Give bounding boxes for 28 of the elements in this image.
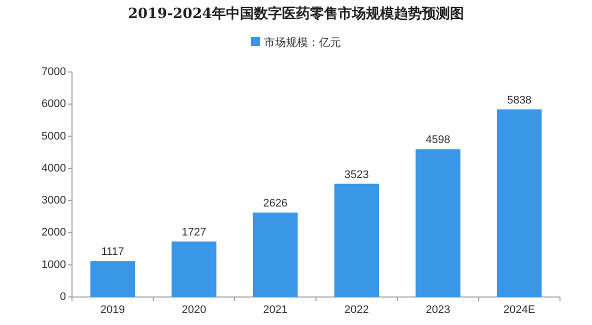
y-tick-label: 5000 xyxy=(42,130,66,142)
bar xyxy=(496,109,542,297)
x-tick-label: 2022 xyxy=(344,304,369,316)
data-label: 2626 xyxy=(263,198,288,210)
data-label: 4598 xyxy=(426,134,450,146)
y-tick-label: 3000 xyxy=(42,194,66,207)
y-tick-label: 2000 xyxy=(42,226,66,239)
y-tick-label: 4000 xyxy=(42,162,66,174)
bar xyxy=(416,149,460,297)
x-tick-label: 2020 xyxy=(182,304,206,316)
y-tick-label: 0 xyxy=(60,291,66,303)
chart-title: 2019-2024年中国数字医药零售市场规模趋势预测图 xyxy=(128,5,464,22)
bar xyxy=(334,184,380,297)
bar xyxy=(90,261,136,297)
data-label: 1727 xyxy=(182,226,206,238)
x-tick-label: 2023 xyxy=(426,304,450,316)
data-label: 1117 xyxy=(101,246,124,258)
x-tick-label: 2019 xyxy=(100,304,125,316)
legend-label: 市场规模：亿元 xyxy=(264,36,341,49)
data-label: 5838 xyxy=(507,94,532,106)
bar xyxy=(172,241,216,297)
x-tick-label: 2021 xyxy=(263,304,288,316)
data-label: 3523 xyxy=(344,168,369,181)
x-tick-label: 2024E xyxy=(503,304,536,316)
bar xyxy=(252,212,298,297)
y-tick-label: 6000 xyxy=(42,98,66,110)
y-tick-label: 7000 xyxy=(42,66,66,78)
y-tick-label: 1000 xyxy=(42,258,66,271)
